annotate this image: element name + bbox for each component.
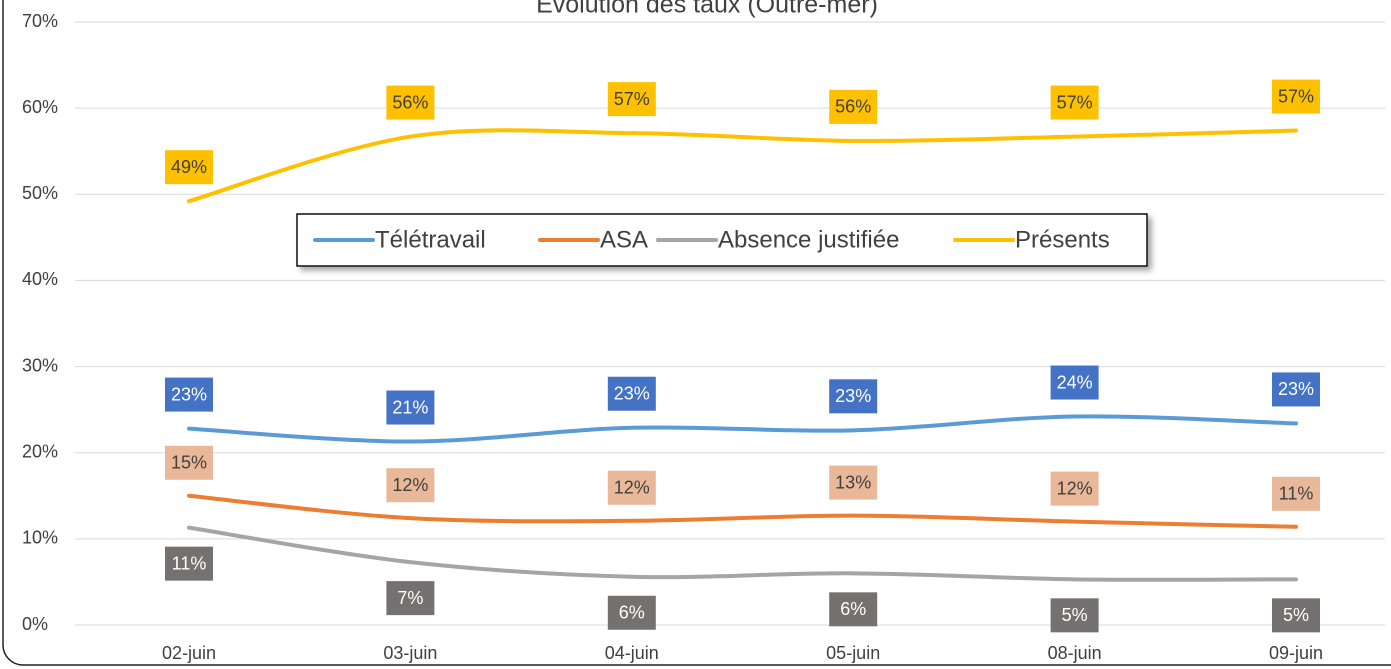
data-label-box xyxy=(1050,365,1099,400)
y-tick-label: 20% xyxy=(22,441,58,461)
data-label-box xyxy=(1272,79,1320,114)
data-label: 21% xyxy=(392,397,428,417)
y-tick-label: 40% xyxy=(22,269,58,289)
series-line xyxy=(187,414,1298,444)
data-label-box xyxy=(386,85,435,120)
data-label: 12% xyxy=(392,475,428,495)
chart-title: Évolution des taux (Outre-mer) xyxy=(536,0,878,19)
legend-label: Absence justifiée xyxy=(718,226,899,253)
data-label-box xyxy=(1272,476,1320,511)
data-label: 6% xyxy=(840,599,866,619)
data-label: 12% xyxy=(1057,478,1093,498)
series-line xyxy=(187,128,1298,204)
data-label-box xyxy=(1272,598,1320,633)
y-tick-label: 50% xyxy=(22,183,58,203)
data-label: 5% xyxy=(1283,605,1309,625)
data-label-box xyxy=(1050,85,1099,120)
data-label: 57% xyxy=(1057,92,1093,112)
legend: Télétravail ASA Absence justifiée Présents xyxy=(296,213,1148,267)
data-label: 49% xyxy=(171,157,207,177)
data-label-box xyxy=(607,470,656,505)
y-tick-label: 30% xyxy=(22,355,58,375)
data-label: 11% xyxy=(172,553,207,573)
x-tick-label: 02-juin xyxy=(162,643,216,663)
data-label-box xyxy=(607,595,656,630)
data-label: 23% xyxy=(614,383,650,403)
legend-label: Présents xyxy=(1015,226,1110,253)
data-label: 56% xyxy=(392,92,428,112)
data-label: 12% xyxy=(614,478,650,498)
data-label-box xyxy=(1050,598,1099,633)
data-label-box xyxy=(165,546,213,581)
x-tick-label: 04-juin xyxy=(605,643,659,663)
series-line xyxy=(187,493,1298,529)
y-tick-label: 0% xyxy=(22,614,48,634)
x-tick-label: 09-juin xyxy=(1269,643,1323,663)
data-label: 56% xyxy=(835,97,871,117)
legend-label: ASA xyxy=(600,226,648,253)
data-label-box xyxy=(1050,471,1099,506)
y-tick-label: 60% xyxy=(22,97,58,117)
legend-label: Télétravail xyxy=(375,226,486,253)
y-tick-label: 10% xyxy=(22,528,58,548)
y-tick-label: 70% xyxy=(22,11,58,31)
data-label: 11% xyxy=(1279,484,1314,504)
data-label: 13% xyxy=(835,472,871,492)
data-label-box xyxy=(386,581,435,616)
x-tick-label: 03-juin xyxy=(383,643,437,663)
data-label-box xyxy=(607,376,656,411)
data-label-box xyxy=(386,390,435,425)
data-label: 23% xyxy=(1278,379,1314,399)
data-label-box xyxy=(829,89,878,124)
data-label: 23% xyxy=(835,386,871,406)
data-label-box xyxy=(386,468,435,503)
data-label-box xyxy=(829,379,878,414)
data-label: 23% xyxy=(171,384,207,404)
x-tick-label: 08-juin xyxy=(1048,643,1102,663)
data-label-box xyxy=(165,445,213,480)
data-label-box xyxy=(165,377,213,412)
data-label-box xyxy=(607,82,656,117)
data-label: 15% xyxy=(171,453,207,473)
series-line xyxy=(187,525,1298,582)
data-label: 24% xyxy=(1057,372,1093,392)
data-label-box xyxy=(165,150,213,185)
data-label: 7% xyxy=(397,588,423,608)
data-label: 6% xyxy=(619,603,645,623)
data-label: 57% xyxy=(1278,86,1314,106)
data-label: 5% xyxy=(1062,605,1088,625)
data-label-box xyxy=(829,592,878,627)
data-label-box xyxy=(829,465,878,500)
data-label: 57% xyxy=(614,89,650,109)
data-label-box xyxy=(1272,372,1320,407)
x-tick-label: 05-juin xyxy=(826,643,880,663)
